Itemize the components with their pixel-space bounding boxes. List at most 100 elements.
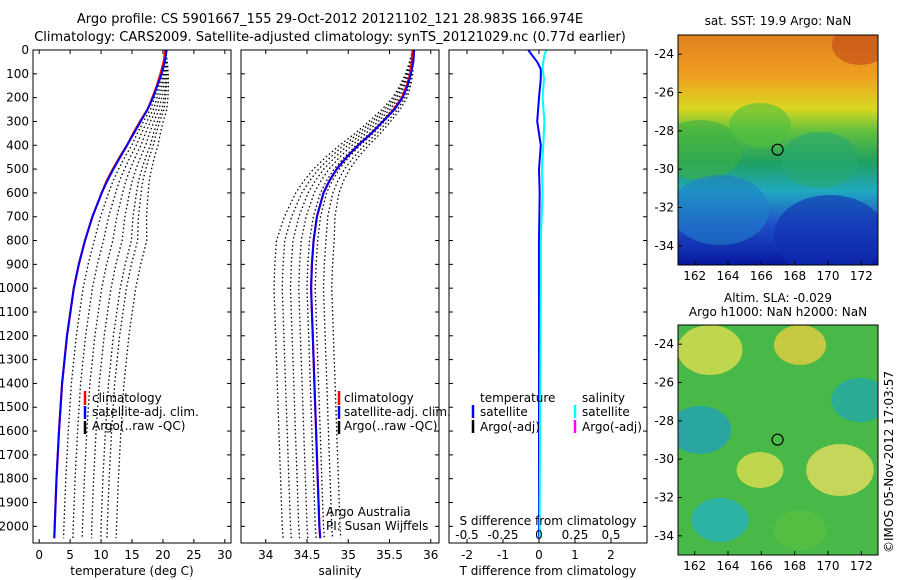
sst-texture: [780, 132, 860, 188]
sla-texture: [691, 498, 749, 542]
map-x-tick-label: 164: [717, 269, 740, 283]
argo-profile-line: [273, 50, 414, 539]
y-tick-label: 800: [6, 234, 29, 248]
x-tick-label: 0: [35, 548, 43, 562]
sla-texture: [806, 444, 874, 496]
y-tick-label: 0: [21, 43, 29, 57]
map-y-tick-label: -32: [654, 201, 674, 215]
sst-texture: [774, 195, 878, 265]
map-x-tick-label: 172: [850, 559, 873, 573]
s-tick-label: -0.25: [487, 528, 518, 542]
series-line-satellite-adj-clim-: [310, 50, 416, 539]
argo-profile-line: [106, 50, 168, 539]
x-tick-label: 1: [571, 548, 579, 562]
argo-profile-line: [81, 50, 167, 539]
map-x-tick-label: 166: [750, 559, 773, 573]
map-y-tick-label: -32: [654, 491, 674, 505]
salinity-axes-box: [240, 49, 440, 544]
salinity-legend: climatology satellite-adj. clim. Argo(..…: [337, 391, 451, 434]
argo-profile-line: [314, 50, 414, 539]
t-difference-x-axis: -2 -1 0 1 2: [461, 50, 615, 562]
map-x-tick-label: 166: [750, 269, 773, 283]
y-tick-label: 400: [6, 138, 29, 152]
x-tick-label: 5: [66, 548, 74, 562]
sla-texture: [736, 452, 784, 488]
argo-profile-line: [331, 50, 414, 539]
legend-s-argo: Argo(-adj): [582, 420, 642, 434]
temperature-x-axis: 0 5 10 15 20 25 30: [35, 50, 232, 562]
difference-legend: temperature satellite Argo(-adj) salinit…: [471, 391, 642, 434]
legend-satellite-adj: satellite-adj. clim.: [92, 405, 199, 419]
y-tick-label: 1800: [0, 472, 29, 486]
argo-temperature-profiles: [53, 50, 170, 539]
sla-map-title-line2: Argo h1000: NaN h2000: NaN: [689, 305, 867, 319]
legend-t-argo: Argo(-adj): [480, 420, 540, 434]
sla-texture: [831, 378, 878, 422]
depth-axis: 0 100 200 300 400 500 600 700 800 900 1000 1100 1200…: [0, 43, 647, 533]
sla-map: Altim. SLA: -0.029 Argo h1000: NaN h2000…: [654, 291, 879, 573]
sst-map: sat. SST: 19.9 Argo: NaN 162 164 166 168 170…: [654, 14, 879, 283]
map-y-tick-label: -26: [654, 376, 674, 390]
map-y-tick-label: -24: [654, 47, 674, 61]
temperature-legend: climatology satellite-adj. clim. Argo(..…: [83, 391, 199, 434]
argo-profile-line: [298, 50, 414, 539]
temperature-xlabel: temperature (deg C): [70, 564, 193, 578]
y-tick-label: 1900: [0, 496, 29, 510]
sla-texture: [678, 325, 743, 375]
map-y-tick-label: -30: [654, 452, 674, 466]
y-tick-label: 1400: [0, 376, 29, 390]
argo-profile-line: [115, 50, 170, 539]
figure-title-line1: Argo profile: CS 5901667_155 29-Oct-2012…: [76, 12, 584, 27]
map-y-tick-label: -28: [654, 414, 674, 428]
annotation-argo-australia: Argo Australia: [326, 505, 411, 519]
y-tick-label: 1300: [0, 353, 29, 367]
legend-t-satellite: satellite: [480, 405, 528, 419]
map-y-tick-label: -28: [654, 124, 674, 138]
series-line-satellite: [527, 50, 542, 539]
argo-float-marker: [771, 143, 784, 156]
temperature-axes-box: [32, 49, 232, 544]
y-tick-label: 1700: [0, 448, 29, 462]
sst-texture: [729, 103, 791, 147]
map-x-tick-label: 168: [783, 559, 806, 573]
sla-texture: [774, 510, 826, 550]
argo-profile-line: [90, 50, 167, 539]
legend-argo: Argo(..raw -QC): [92, 419, 185, 433]
map-y-tick-label: -34: [654, 529, 674, 543]
series-line-satellite: [538, 50, 548, 539]
imos-timestamp: ©IMOS 05-Nov-2012 17:03:57: [882, 371, 896, 553]
argo-float-marker: [771, 433, 784, 446]
sst-texture: [678, 175, 769, 245]
y-tick-label: 1100: [0, 305, 29, 319]
x-tick-label: 0: [535, 548, 543, 562]
s-difference-label: S difference from climatology: [460, 514, 637, 528]
x-tick-label: 2: [607, 548, 615, 562]
x-tick-label: 35.5: [376, 548, 403, 562]
map-x-tick-label: 170: [817, 269, 840, 283]
y-tick-label: 500: [6, 162, 29, 176]
sla-texture: [774, 325, 826, 365]
salinity-xlabel: salinity: [318, 564, 361, 578]
legend-temperature-title: temperature: [480, 391, 555, 405]
y-tick-label: 2000: [0, 519, 29, 533]
legend-argo: Argo(..raw -QC): [344, 419, 437, 433]
argo-profile-line: [289, 50, 414, 539]
x-tick-label: 10: [93, 548, 108, 562]
legend-s-satellite: satellite: [582, 405, 630, 419]
x-tick-label: 36: [423, 548, 438, 562]
map-y-tick-label: -30: [654, 162, 674, 176]
x-tick-label: 34: [258, 548, 273, 562]
y-tick-label: 700: [6, 210, 29, 224]
y-tick-label: 1000: [0, 281, 29, 295]
s-tick-label: -0.5: [455, 528, 478, 542]
y-tick-label: 900: [6, 257, 29, 271]
series-line-satellite-adj-clim-: [53, 50, 168, 539]
y-tick-label: 300: [6, 114, 29, 128]
sla-texture: [678, 406, 732, 454]
map-x-tick-label: 168: [783, 269, 806, 283]
legend-satellite-adj: satellite-adj. clim.: [344, 405, 451, 419]
map-x-tick-label: 162: [683, 269, 706, 283]
argo-profile-line: [322, 50, 414, 539]
sst-map-title: sat. SST: 19.9 Argo: NaN: [705, 14, 852, 28]
y-tick-label: 1500: [0, 400, 29, 414]
